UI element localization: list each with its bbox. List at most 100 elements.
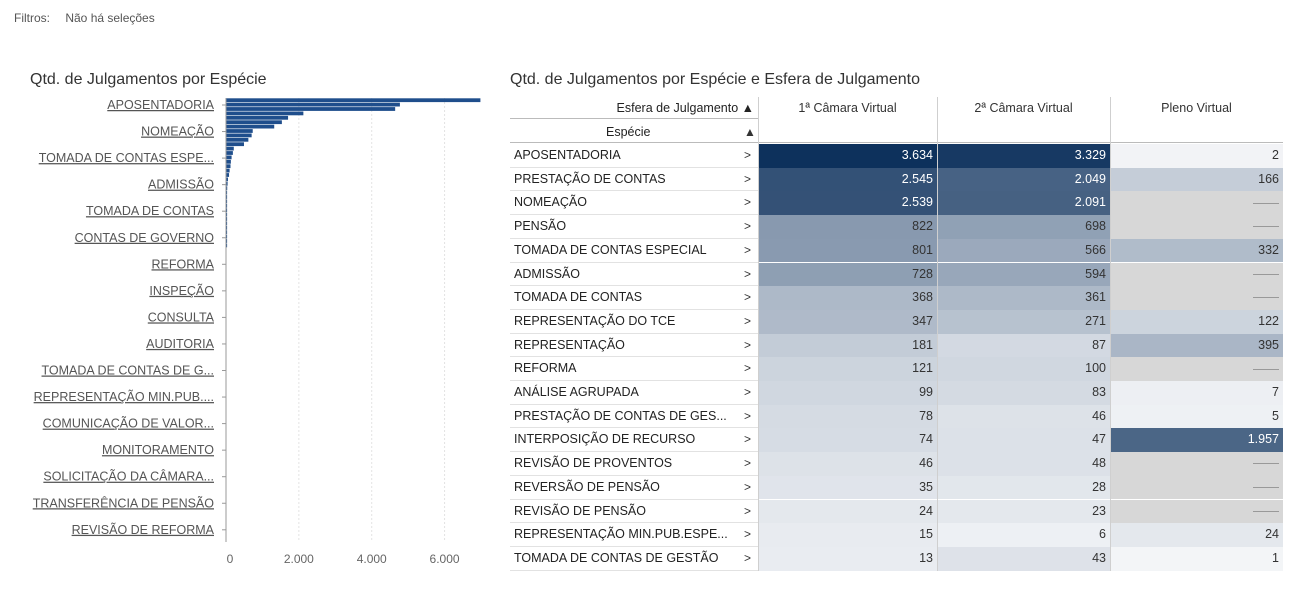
table-cell[interactable]: 822: [758, 215, 937, 239]
category-label[interactable]: COMUNICAÇÃO DE VALOR...: [43, 417, 214, 431]
table-cell[interactable]: 24: [758, 499, 937, 524]
category-label[interactable]: TOMADA DE CONTAS: [86, 204, 214, 218]
table-cell[interactable]: 78: [758, 404, 937, 429]
expand-icon[interactable]: >: [744, 550, 752, 565]
category-label[interactable]: INSPEÇÃO: [149, 284, 214, 298]
table-cell[interactable]: 24: [1110, 523, 1283, 547]
table-cell[interactable]: [1110, 357, 1283, 381]
table-cell[interactable]: 6: [937, 523, 1110, 547]
bar[interactable]: [226, 186, 228, 191]
category-label[interactable]: REPRESENTAÇÃO MIN.PUB....: [34, 390, 214, 404]
sort-icon[interactable]: ▲: [744, 124, 756, 139]
table-cell[interactable]: 271: [937, 309, 1110, 334]
row-category[interactable]: TOMADA DE CONTAS >: [510, 286, 758, 310]
table-cell[interactable]: 99: [758, 381, 937, 405]
table-row[interactable]: REVISÃO DE PROVENTOS >46 48: [510, 452, 1283, 476]
table-cell[interactable]: 74: [758, 428, 937, 453]
table-cell[interactable]: 3.634: [758, 144, 937, 168]
table-cell[interactable]: 2.539: [758, 191, 937, 216]
table-row[interactable]: ANÁLISE AGRUPADA >99 83 7: [510, 381, 1283, 405]
column-header[interactable]: 1ª Câmara Virtual: [798, 101, 897, 115]
row-header-label[interactable]: Espécie ▲: [510, 121, 758, 145]
expand-icon[interactable]: >: [744, 337, 752, 352]
bar[interactable]: [226, 111, 304, 116]
table-row[interactable]: PRESTAÇÃO DE CONTAS DE GES... >78 46 5: [510, 404, 1283, 429]
bar[interactable]: [226, 195, 228, 199]
table-cell[interactable]: 122: [1110, 309, 1283, 334]
row-category[interactable]: APOSENTADORIA >: [510, 144, 758, 168]
table-row[interactable]: REFORMA >121 100: [510, 357, 1283, 381]
table-row[interactable]: REPRESENTAÇÃO DO TCE >347 271 122: [510, 309, 1283, 334]
row-category[interactable]: PENSÃO >: [510, 215, 758, 239]
bar[interactable]: [226, 177, 228, 182]
table-row[interactable]: PRESTAÇÃO DE CONTAS >2.545 2.049 166: [510, 167, 1283, 192]
table-cell[interactable]: 698: [937, 215, 1110, 239]
category-label[interactable]: TOMADA DE CONTAS DE G...: [42, 364, 214, 378]
row-category[interactable]: INTERPOSIÇÃO DE RECURSO >: [510, 428, 758, 452]
expand-icon[interactable]: >: [744, 313, 752, 328]
bar[interactable]: [226, 159, 231, 164]
table-cell[interactable]: 2: [1110, 144, 1283, 168]
table-cell[interactable]: [1110, 499, 1283, 524]
table-cell[interactable]: [1110, 452, 1283, 476]
bar[interactable]: [226, 146, 234, 151]
bar[interactable]: [226, 221, 228, 226]
table-cell[interactable]: 181: [758, 333, 937, 358]
bar[interactable]: [226, 243, 228, 248]
table-cell[interactable]: 594: [937, 262, 1110, 287]
bar[interactable]: [226, 102, 400, 107]
bar[interactable]: [226, 115, 289, 120]
expand-icon[interactable]: >: [744, 361, 752, 376]
filters-value[interactable]: Não há seleções: [65, 11, 155, 25]
bar[interactable]: [226, 208, 228, 213]
table-row[interactable]: TOMADA DE CONTAS DE GESTÃO >13 43 1: [510, 546, 1283, 571]
bar[interactable]: [226, 230, 228, 235]
row-category[interactable]: REFORMA >: [510, 357, 758, 381]
column-header[interactable]: 2ª Câmara Virtual: [974, 101, 1073, 115]
expand-icon[interactable]: >: [744, 456, 752, 471]
table-cell[interactable]: 83: [937, 381, 1110, 405]
table-cell[interactable]: 332: [1110, 238, 1283, 263]
bar[interactable]: [226, 151, 233, 155]
row-category[interactable]: REPRESENTAÇÃO DO TCE >: [510, 310, 758, 334]
expand-icon[interactable]: >: [744, 432, 752, 447]
row-category[interactable]: ADMISSÃO >: [510, 263, 758, 287]
bar[interactable]: [226, 164, 231, 169]
column-header[interactable]: Pleno Virtual: [1161, 101, 1232, 115]
bar[interactable]: [226, 225, 228, 230]
category-label[interactable]: MONITORAMENTO: [102, 443, 214, 457]
table-cell[interactable]: [1110, 286, 1283, 310]
category-label[interactable]: CONTAS DE GOVERNO: [75, 231, 215, 245]
table-cell[interactable]: 23: [937, 499, 1110, 524]
table-row[interactable]: REVERSÃO DE PENSÃO >35 28: [510, 475, 1283, 500]
category-label[interactable]: TRANSFERÊNCIA DE PENSÃO: [33, 495, 215, 510]
table-row[interactable]: ADMISSÃO >728 594: [510, 262, 1283, 287]
table-cell[interactable]: 100: [937, 357, 1110, 381]
table-cell[interactable]: [1110, 215, 1283, 239]
bar[interactable]: [226, 173, 230, 177]
table-cell[interactable]: 2.545: [758, 167, 937, 192]
bar[interactable]: [226, 203, 228, 208]
table-row[interactable]: REPRESENTAÇÃO MIN.PUB.ESPE... >15 6 24: [510, 523, 1283, 547]
table-row[interactable]: TOMADA DE CONTAS ESPECIAL >801 566 332: [510, 238, 1283, 263]
table-cell[interactable]: 3.329: [937, 144, 1110, 168]
bar[interactable]: [226, 168, 230, 173]
category-label[interactable]: REFORMA: [152, 257, 215, 271]
table-cell[interactable]: 2.049: [937, 167, 1110, 192]
bar[interactable]: [226, 155, 232, 160]
table-row[interactable]: NOMEAÇÃO >2.539 2.091: [510, 191, 1283, 216]
table-cell[interactable]: 15: [758, 523, 937, 547]
table-cell[interactable]: 368: [758, 286, 937, 310]
table-cell[interactable]: 1: [1110, 546, 1283, 571]
table-row[interactable]: INTERPOSIÇÃO DE RECURSO >74 47 1.957: [510, 428, 1283, 453]
column-header-label[interactable]: Esfera de Julgamento ▲: [616, 101, 754, 115]
expand-icon[interactable]: >: [744, 408, 752, 423]
row-category[interactable]: REPRESENTAÇÃO >: [510, 334, 758, 358]
table-cell[interactable]: 2.091: [937, 191, 1110, 216]
bar[interactable]: [226, 190, 228, 195]
bar[interactable]: [226, 137, 249, 142]
table-cell[interactable]: 121: [758, 357, 937, 381]
category-label[interactable]: APOSENTADORIA: [107, 98, 214, 112]
category-label[interactable]: REVISÃO DE REFORMA: [72, 523, 215, 537]
row-category[interactable]: TOMADA DE CONTAS ESPECIAL >: [510, 239, 758, 263]
